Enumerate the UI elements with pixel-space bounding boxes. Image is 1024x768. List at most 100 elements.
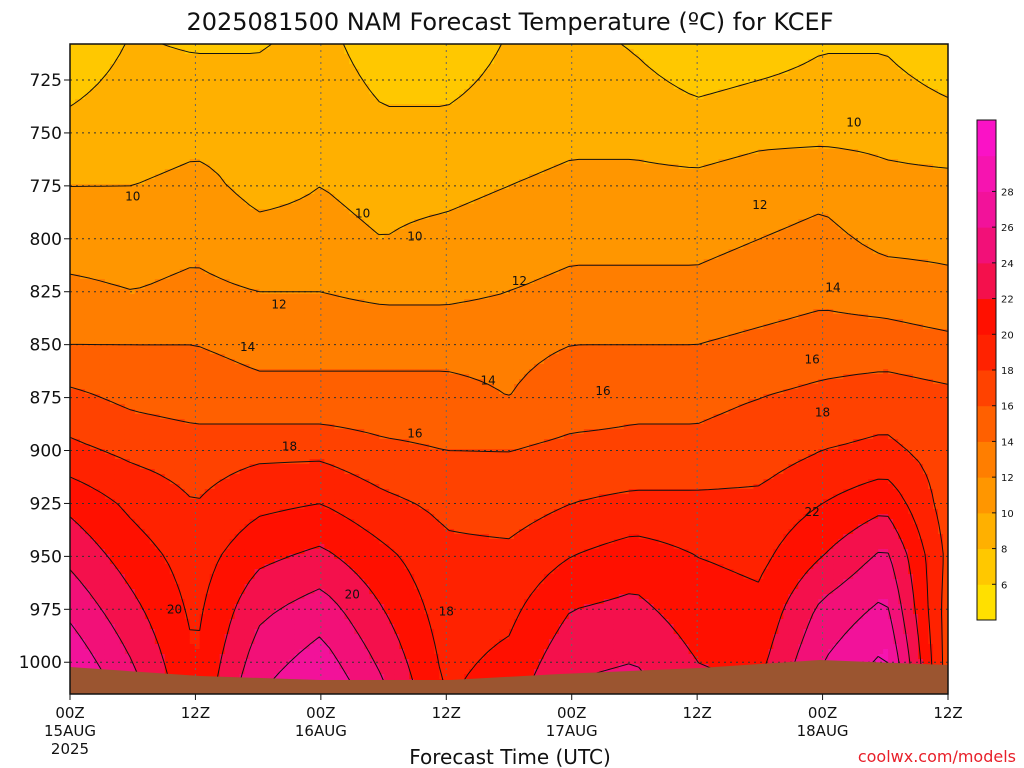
field-cell [259, 74, 266, 80]
field-cell [209, 334, 216, 340]
field-cell [119, 424, 126, 430]
field-cell [74, 109, 81, 115]
field-cell [119, 584, 126, 590]
field-cell [164, 669, 171, 675]
field-cell [139, 209, 146, 215]
field-cell [179, 339, 186, 345]
field-cell [79, 334, 86, 340]
field-cell [129, 339, 136, 345]
field-cell [209, 59, 216, 65]
field-cell [149, 184, 156, 190]
field-cell [144, 614, 151, 620]
field-cell [134, 624, 141, 630]
field-cell [174, 284, 181, 290]
field-cell [199, 324, 206, 330]
field-cell [84, 74, 91, 80]
field-cell [124, 379, 131, 385]
field-cell [234, 279, 241, 285]
field-cell [204, 339, 211, 345]
field-cell [209, 479, 216, 485]
field-cell [249, 339, 256, 345]
field-cell [169, 314, 176, 320]
field-cell [139, 344, 146, 350]
field-cell [159, 469, 166, 475]
field-cell [244, 149, 251, 155]
field-cell [79, 304, 86, 310]
field-cell [224, 284, 231, 290]
field-cell [199, 444, 206, 450]
field-cell [179, 224, 186, 230]
field-cell [174, 619, 181, 625]
field-cell [234, 394, 241, 400]
field-cell [249, 459, 256, 465]
field-cell [89, 489, 96, 495]
field-cell [70, 439, 76, 445]
field-cell [169, 134, 176, 140]
field-cell [229, 489, 236, 495]
field-cell [199, 89, 206, 95]
field-cell [154, 669, 161, 675]
field-cell [119, 209, 126, 215]
field-cell [149, 604, 156, 610]
field-cell [189, 454, 196, 460]
field-cell [224, 604, 231, 610]
field-cell [229, 59, 236, 65]
field-cell [159, 444, 166, 450]
field-cell [134, 294, 141, 300]
field-cell [149, 279, 156, 285]
field-cell [209, 494, 216, 500]
field-cell [234, 609, 241, 615]
field-cell [149, 369, 156, 375]
field-cell [189, 539, 196, 545]
field-cell [194, 229, 201, 235]
field-cell [119, 239, 126, 245]
field-cell [179, 469, 186, 475]
field-cell [99, 179, 106, 185]
field-cell [94, 154, 101, 160]
field-cell [159, 279, 166, 285]
field-cell [249, 314, 256, 320]
field-cell [144, 319, 151, 325]
field-cell [89, 284, 96, 290]
field-cell [219, 94, 226, 100]
field-cell [179, 89, 186, 95]
field-cell [74, 134, 81, 140]
field-cell [204, 489, 211, 495]
field-cell [109, 269, 116, 275]
field-cell [104, 89, 111, 95]
field-cell [219, 214, 226, 220]
field-cell [89, 359, 96, 365]
field-cell [184, 394, 191, 400]
field-cell [139, 69, 146, 75]
field-cell [124, 614, 131, 620]
field-cell [194, 374, 201, 380]
field-cell [184, 299, 191, 305]
field-cell [104, 279, 111, 285]
field-cell [109, 564, 116, 570]
field-cell [229, 579, 236, 585]
field-cell [149, 139, 156, 145]
field-cell [219, 449, 226, 455]
field-cell [119, 654, 126, 660]
field-cell [94, 269, 101, 275]
field-cell [184, 434, 191, 440]
field-cell [149, 409, 156, 415]
field-cell [199, 189, 206, 195]
field-cell [224, 584, 231, 590]
field-cell [70, 534, 76, 540]
field-cell [94, 624, 101, 630]
field-cell [229, 119, 236, 125]
field-cell [94, 604, 101, 610]
field-cell [204, 289, 211, 295]
field-cell [139, 184, 146, 190]
field-cell [89, 364, 96, 370]
field-cell [154, 539, 161, 545]
field-cell [154, 384, 161, 390]
field-cell [104, 444, 111, 450]
field-cell [234, 179, 241, 185]
field-cell [254, 154, 261, 160]
field-cell [70, 254, 76, 260]
field-cell [209, 129, 216, 135]
field-cell [219, 219, 226, 225]
field-cell [214, 579, 221, 585]
